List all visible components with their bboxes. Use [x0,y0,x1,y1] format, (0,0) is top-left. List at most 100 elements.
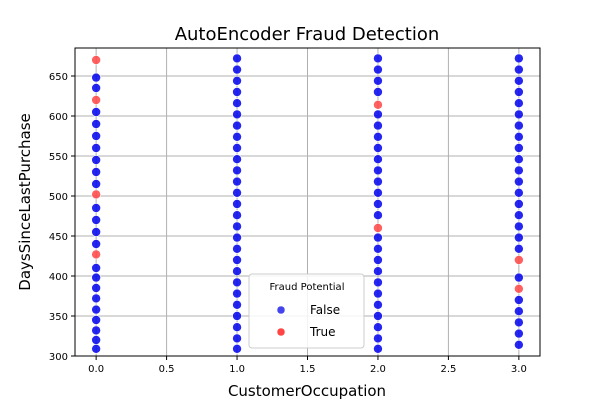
scatter-point-false [514,87,524,97]
scatter-point-false [514,295,524,305]
series-false [91,53,524,354]
scatter-point-false [232,120,242,131]
chart-title: AutoEncoder Fraud Detection [175,24,440,45]
scatter-point-false [91,155,101,165]
scatter-point-false [514,232,524,243]
scatter-point-false [373,199,383,209]
scatter-point-false [91,263,101,273]
y-tick-label: 650 [49,72,68,83]
scatter-point-false [514,132,524,142]
scatter-point-false [91,335,101,345]
scatter-point-false [232,244,242,254]
scatter-point-false [514,109,524,120]
legend-marker-false [276,305,286,315]
x-tick-label: 2.5 [440,364,456,375]
scatter-point-false [91,119,101,129]
scatter-point-false [232,176,242,187]
x-axis-ticks: 0.0 0.5 1.0 1.5 2.0 2.5 3.0 [88,356,527,375]
data-points [91,53,524,354]
scatter-point-false [514,98,524,108]
scatter-point-false [91,304,101,315]
scatter-point-false [373,343,383,354]
scatter-point-false [91,293,101,304]
scatter-point-false [514,244,524,254]
scatter-point-false [232,143,242,153]
scatter-point-false [232,188,242,198]
scatter-point-false [373,87,383,97]
legend: Fraud Potential False True [248,273,365,349]
scatter-point-false [232,132,242,142]
legend-marker-true [276,327,286,337]
scatter-point-false [232,76,242,86]
x-axis-title: CustomerOccupation [228,382,386,400]
scatter-point-true [373,223,383,233]
scatter-point-false [232,333,242,344]
scatter-point-false [232,322,242,333]
scatter-point-false [373,64,383,75]
scatter-point-false [232,288,242,299]
scatter-point-true [373,100,383,110]
scatter-point-false [91,272,101,283]
scatter-point-false [91,283,101,293]
scatter-point-false [373,311,383,321]
scatter-point-false [373,154,383,164]
scatter-point-true [91,95,101,105]
scatter-point-false [373,109,383,120]
scatter-point-false [514,339,524,350]
scatter-point-false [514,272,524,283]
x-tick-label: 0.5 [159,364,175,375]
legend-title: Fraud Potential [270,282,345,293]
scatter-point-false [232,109,242,120]
scatter-point-false [373,333,383,344]
x-tick-label: 0.0 [88,364,104,375]
scatter-point-false [514,53,524,64]
scatter-point-false [373,255,383,265]
scatter-point-false [91,239,101,249]
scatter-point-true [91,189,101,200]
scatter-point-true [514,255,524,265]
scatter-point-false [232,266,242,277]
scatter-point-false [232,53,242,64]
scatter-point-false [232,165,242,176]
x-tick-label: 2.0 [370,364,386,375]
scatter-point-false [91,315,101,325]
scatter-point-false [514,120,524,131]
scatter-point-false [232,232,242,243]
scatter-point-false [232,199,242,209]
scatter-point-false [514,165,524,176]
scatter-point-false [232,87,242,97]
legend-label-true: True [309,325,336,339]
scatter-point-false [91,227,101,237]
scatter-point-false [514,64,524,75]
scatter-point-false [373,188,383,198]
scatter-point-false [373,53,383,64]
scatter-point-false [232,98,242,108]
scatter-point-false [91,83,101,93]
y-tick-label: 350 [49,312,68,323]
scatter-point-false [91,203,101,213]
scatter-point-false [232,221,242,232]
scatter-point-false [232,210,242,220]
scatter-point-false [232,277,242,288]
scatter-point-false [514,154,524,164]
scatter-point-false [514,221,524,232]
scatter-point-false [91,179,101,189]
scatter-point-false [91,107,101,117]
scatter-point-false [232,343,242,354]
y-tick-label: 400 [49,272,68,283]
scatter-point-false [91,215,101,225]
scatter-point-false [373,299,383,310]
scatter-point-false [514,188,524,198]
series-true [91,55,524,294]
scatter-point-false [91,131,101,141]
scatter-point-false [373,76,383,86]
y-tick-label: 600 [49,112,68,123]
y-tick-label: 500 [49,192,68,203]
y-axis-title: DaysSinceLastPurchase [16,113,34,290]
scatter-point-true [91,55,101,65]
scatter-point-false [373,322,383,333]
y-tick-label: 450 [49,232,68,243]
y-tick-label: 550 [49,152,68,163]
scatter-point-false [373,210,383,220]
